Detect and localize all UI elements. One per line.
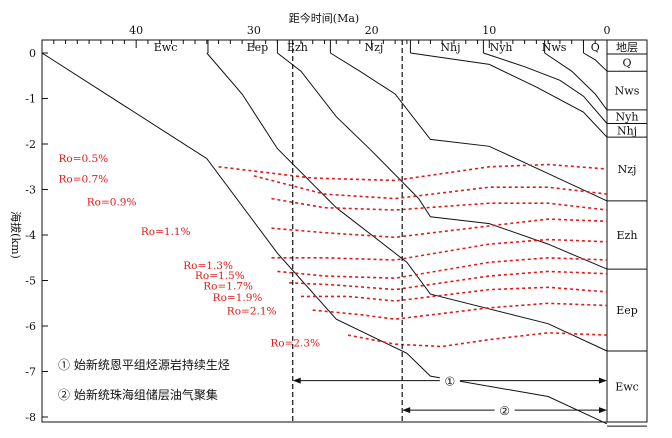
vro-label: Ro=0.5% <box>58 153 108 165</box>
vro-isoline <box>312 302 608 321</box>
left-axis-tick-label: -2 <box>25 138 36 151</box>
event-marker: ② <box>499 404 510 418</box>
vro-isoline <box>277 256 608 280</box>
burial-curve <box>410 52 608 138</box>
strata-layer-label: Ezh <box>617 229 638 242</box>
top-axis-tick-label: 20 <box>365 24 379 37</box>
event-marker: ① <box>444 375 455 389</box>
top-formation-label: Nws <box>542 41 567 54</box>
left-axis-tick-label: -4 <box>25 229 36 242</box>
burial-curve <box>583 52 608 72</box>
top-formation-label: Ezh <box>287 41 308 54</box>
event-arrow-head-left <box>292 377 301 384</box>
vro-label: Ro=1.5% <box>195 270 245 282</box>
vro-isolines: Ro=0.5%Ro=0.7%Ro=0.9%Ro=1.1%Ro=1.3%Ro=1.… <box>58 153 608 349</box>
top-axis-tick-label: 10 <box>482 24 496 37</box>
burial-curve <box>483 52 608 124</box>
event-marker-bg <box>439 372 460 389</box>
top-formation-label: Nyh <box>490 41 513 54</box>
vro-isoline <box>289 270 608 291</box>
left-axis-title: 海拔(km) <box>9 211 23 259</box>
strata-layer-label: Q <box>622 57 631 70</box>
top-formation-label: Nzj <box>365 41 384 54</box>
left-axis-tick-label: -5 <box>25 275 36 288</box>
burial-curve <box>206 52 608 352</box>
burial-curve <box>544 52 608 111</box>
vro-isoline <box>301 286 608 302</box>
top-formation-label: Eep <box>247 41 269 54</box>
burial-curve <box>330 52 608 202</box>
strata-column-header: 地层 <box>616 41 638 54</box>
event-marker-bg <box>494 402 515 419</box>
strata-layer-label: Ewc <box>615 381 639 394</box>
top-formation-label: Ewc <box>154 41 178 54</box>
vro-isoline <box>218 163 608 182</box>
burial-curves <box>41 52 608 425</box>
vro-isoline <box>271 197 608 211</box>
top-axis-tick-label: 40 <box>129 24 143 37</box>
top-formation-label: Q <box>591 41 600 54</box>
event-annotations: ① ① 始新统恩平组烃源岩持续生烃 ② ② 始新统珠海组储层油气聚集 <box>58 40 607 422</box>
event-arrow-head-right <box>599 377 607 384</box>
strata-layer-label: Nzj <box>618 163 637 176</box>
vro-isoline <box>271 218 608 239</box>
event-arrow-head-right <box>599 407 607 414</box>
vro-label: Ro=1.7% <box>203 281 253 293</box>
left-axis-tick-label: -6 <box>25 320 36 333</box>
vro-label: Ro=2.3% <box>270 337 320 349</box>
strata-layer-label: Nyh <box>616 111 639 124</box>
strata-layer-label: Nhj <box>617 124 637 137</box>
top-axis-title: 距今时间(Ma) <box>289 11 359 25</box>
top-axis-tick-label: 30 <box>247 24 261 37</box>
vro-label: Ro=1.3% <box>183 260 233 272</box>
left-axis-tick-label: 0 <box>29 47 36 60</box>
vro-isoline <box>271 238 608 261</box>
event-arrow-head-left <box>402 407 411 414</box>
vro-label: Ro=0.9% <box>87 196 137 208</box>
top-axis-tick-label: 0 <box>604 24 611 37</box>
top-formation-label: Nhj <box>440 41 460 54</box>
strata-layer-label: Nws <box>615 85 640 98</box>
vro-label: Ro=0.7% <box>58 174 108 186</box>
left-axis-tick-label: -1 <box>25 93 36 106</box>
burial-curve <box>41 52 608 425</box>
event-legend-text: ① 始新统恩平组烃源岩持续生烃 <box>58 357 230 372</box>
left-axis-tick-label: -7 <box>25 366 36 379</box>
vro-label: Ro=2.1% <box>227 306 277 318</box>
vro-isoline <box>253 175 608 200</box>
vro-isoline <box>347 331 608 348</box>
vro-label: Ro=1.1% <box>141 226 191 238</box>
left-axis-tick-label: -8 <box>25 411 36 424</box>
burial-curve <box>277 52 608 270</box>
strata-layer-label: Eep <box>616 304 638 317</box>
left-axis-tick-label: -3 <box>25 184 36 197</box>
vro-label: Ro=1.9% <box>213 292 263 304</box>
event-legend-text: ② 始新统珠海组储层油气聚集 <box>58 387 218 402</box>
